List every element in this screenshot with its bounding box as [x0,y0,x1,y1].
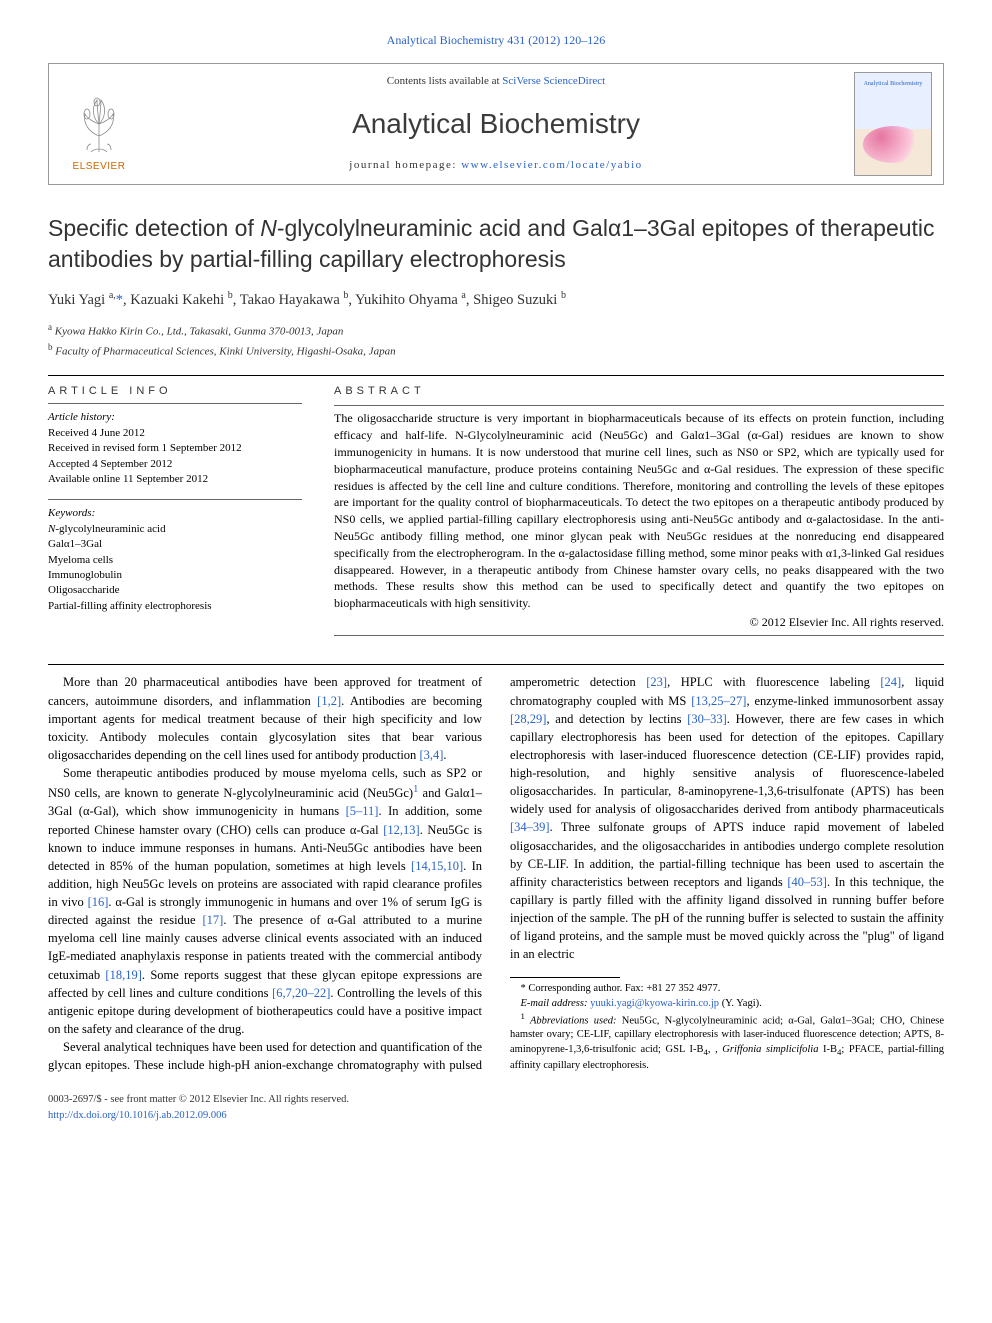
citation-link[interactable]: [17] [202,913,223,927]
article-info-heading: ARTICLE INFO [48,384,302,400]
abstract-rule [334,405,944,406]
citation-link[interactable]: [30–33] [687,712,727,726]
keyword: Partial-filling affinity electrophoresis [48,599,302,614]
body-text: , HPLC with fluorescence labeling [667,675,880,689]
keyword: Immunoglobulin [48,568,302,583]
citation-link[interactable]: [12,13] [383,823,419,837]
history-revised: Received in revised form 1 September 201… [48,441,302,456]
abstract-rule-bottom [334,635,944,636]
contents-prefix: Contents lists available at [387,75,502,87]
citation-link[interactable]: [14,15,10] [411,859,463,873]
journal-header: ELSEVIER Contents lists available at Sci… [48,63,944,185]
citation-link[interactable]: [3,4] [419,748,443,762]
info-rule [48,499,302,500]
corresponding-author-footnote: * Corresponding author. Fax: +81 27 352 … [510,982,944,996]
history-accepted: Accepted 4 September 2012 [48,457,302,472]
email-footnote: E-mail address: yuuki.yagi@kyowa-kirin.c… [510,997,944,1011]
journal-title: Analytical Biochemistry [157,104,835,145]
keyword: Galα1–3Gal [48,537,302,552]
info-abstract-row: ARTICLE INFO Article history: Received 4… [48,384,944,641]
page-footer: 0003-2697/$ - see front matter © 2012 El… [48,1092,944,1122]
sciencedirect-link[interactable]: SciVerse ScienceDirect [502,75,605,87]
body-paragraph: More than 20 pharmaceutical antibodies h… [48,673,482,764]
affiliation-a: a Kyowa Hakko Kirin Co., Ltd., Takasaki,… [48,321,944,341]
abstract-heading: ABSTRACT [334,384,944,400]
article-history: Article history: Received 4 June 2012 Re… [48,410,302,487]
header-center: Contents lists available at SciVerse Sci… [149,64,843,184]
email-label: E-mail address: [521,998,591,1009]
article-title: Specific detection of N-glycolylneuramin… [48,213,944,275]
affil-sup: a [48,322,52,332]
journal-homepage-line: journal homepage: www.elsevier.com/locat… [157,158,835,174]
front-matter-line: 0003-2697/$ - see front matter © 2012 El… [48,1092,349,1107]
citation-link[interactable]: [18,19] [105,968,141,982]
homepage-prefix: journal homepage: [349,159,461,171]
publisher-logo-cell: ELSEVIER [49,64,149,184]
abbreviations-footnote: 1 Abbreviations used: Neu5Gc, N-glycolyl… [510,1011,944,1073]
doi-link[interactable]: http://dx.doi.org/10.1016/j.ab.2012.09.0… [48,1110,227,1121]
abstract-copyright: © 2012 Elsevier Inc. All rights reserved… [334,614,944,631]
footnote-italic: , Griffonia simplicifolia [715,1044,818,1055]
citation-link[interactable]: [16] [88,895,109,909]
citation-link[interactable]: [40–53] [787,875,827,889]
author-list: Yuki Yagi a,*, Kazuaki Kakehi b, Takao H… [48,289,944,311]
body-text: . However, there are few cases in which … [510,712,944,817]
footnote-text: Corresponding author. Fax: +81 27 352 49… [526,983,721,994]
keywords-label: Keywords: [48,506,302,521]
footer-left: 0003-2697/$ - see front matter © 2012 El… [48,1092,349,1122]
body-text: , and detection by lectins [546,712,687,726]
citation-link[interactable]: [23] [646,675,667,689]
journal-reference: Analytical Biochemistry 431 (2012) 120–1… [48,32,944,49]
corresponding-author-marker[interactable]: * [116,292,123,308]
affiliation-b: b Faculty of Pharmaceutical Sciences, Ki… [48,341,944,361]
section-rule [48,375,944,376]
keyword: N-glycolylneuraminic acid [48,522,302,537]
journal-reference-link[interactable]: Analytical Biochemistry 431 (2012) 120–1… [387,33,606,47]
footnote-rule [510,977,620,978]
section-rule [48,664,944,665]
footnote-text: I-B [818,1044,837,1055]
journal-cover-thumbnail: Analytical Biochemistry [854,72,932,176]
contents-available-line: Contents lists available at SciVerse Sci… [157,74,835,90]
footnote-sub: 4 [704,1047,708,1057]
publisher-name: ELSEVIER [71,160,127,175]
elsevier-tree-icon [71,94,127,156]
body-paragraph: Some therapeutic antibodies produced by … [48,764,482,1038]
cover-title-text: Analytical Biochemistry [861,81,925,88]
affiliations: a Kyowa Hakko Kirin Co., Ltd., Takasaki,… [48,321,944,360]
article-body: More than 20 pharmaceutical antibodies h… [48,673,944,1074]
citation-link[interactable]: [6,7,20–22] [272,986,330,1000]
history-received: Received 4 June 2012 [48,426,302,441]
body-text: . [443,748,446,762]
abstract-text: The oligosaccharide structure is very im… [334,410,944,612]
body-text: . Some reports suggest [142,968,267,982]
citation-link[interactable]: [34–39] [510,820,550,834]
keyword: Oligosaccharide [48,583,302,598]
info-rule [48,403,302,404]
history-online: Available online 11 September 2012 [48,472,302,487]
body-text: , enzyme-linked immunosorbent assay [746,694,944,708]
affil-text: Kyowa Hakko Kirin Co., Ltd., Takasaki, G… [55,326,344,338]
citation-link[interactable]: [24] [880,675,901,689]
history-label: Article history: [48,410,302,425]
article-title-text: Specific detection of N-glycolylneuramin… [48,215,935,272]
elsevier-logo: ELSEVIER [71,94,127,175]
abbr-label: Abbreviations used: [525,1015,617,1026]
keyword: Myeloma cells [48,553,302,568]
citation-link[interactable]: [1,2] [317,694,341,708]
author-email-link[interactable]: yuuki.yagi@kyowa-kirin.co.jp [590,998,719,1009]
cover-art-icon [863,126,924,163]
citation-link[interactable]: [5–11] [346,804,379,818]
abstract-column: ABSTRACT The oligosaccharide structure i… [334,384,944,641]
citation-link[interactable]: [13,25–27] [691,694,746,708]
citation-link[interactable]: [28,29] [510,712,546,726]
journal-homepage-link[interactable]: www.elsevier.com/locate/yabio [461,159,642,171]
cover-thumb-cell: Analytical Biochemistry [843,64,943,184]
footnotes: * Corresponding author. Fax: +81 27 352 … [510,977,944,1072]
affil-sup: b [48,342,53,352]
article-info-column: ARTICLE INFO Article history: Received 4… [48,384,302,641]
affil-text: Faculty of Pharmaceutical Sciences, Kink… [55,346,395,358]
keywords-block: Keywords: N-glycolylneuraminic acid Galα… [48,506,302,614]
footnote-text: (Y. Yagi). [719,998,762,1009]
